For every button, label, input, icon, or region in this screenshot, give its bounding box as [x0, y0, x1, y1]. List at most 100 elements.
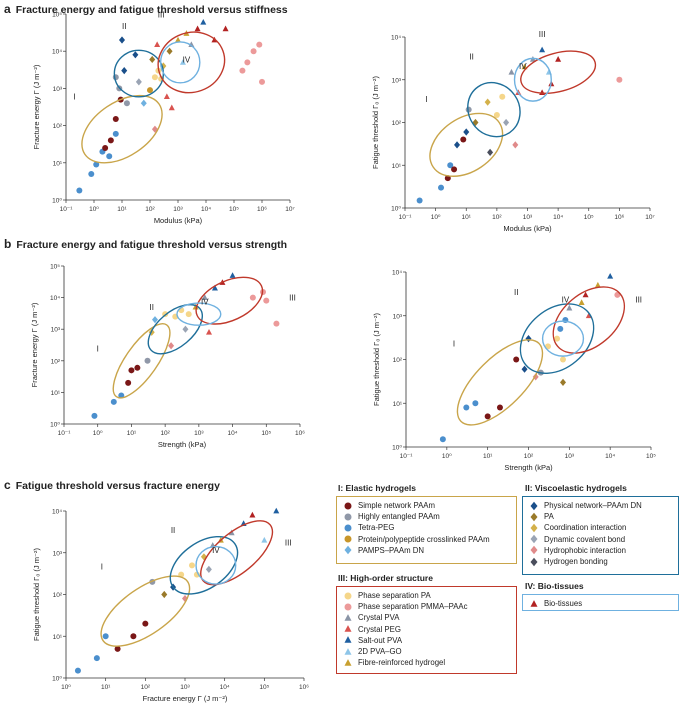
data-point-tetra	[76, 187, 83, 194]
data-point-simple	[513, 356, 520, 363]
legend-item: Hydrophobic interaction	[529, 545, 672, 556]
x-tick-label: 10³	[194, 430, 204, 437]
legend-bio-items: Bio-tissues	[529, 598, 672, 609]
data-point-simple	[128, 367, 135, 374]
triangle-marker	[344, 625, 352, 632]
region-I-label: I	[425, 95, 427, 104]
data-point-tetra	[439, 436, 446, 443]
legend-elastic-title: I: Elastic hydrogels	[338, 483, 416, 493]
data-point-phasepa	[499, 93, 506, 100]
data-point-pmma	[239, 67, 246, 74]
legend-item-label: 2D PVA–GO	[358, 647, 402, 657]
data-point-simple	[142, 620, 149, 627]
legend-bio-title: IV: Bio-tissues	[525, 581, 584, 591]
data-point-physdn	[119, 36, 125, 44]
diamond-marker-icon	[344, 546, 352, 555]
y-tick-label: 10⁰	[52, 676, 62, 683]
chart-fatigue-threshold-vs-fracture-energy: 10⁰ 10¹ 10² 10³ 10⁴ 10⁵ 10⁶ 10⁰ 10¹ 10² 10³ 10⁴ Frac…	[32, 507, 309, 703]
y-tick-label: 10⁴	[392, 270, 402, 277]
data-point-phasepa	[554, 335, 561, 342]
y-tick-label: 10²	[393, 357, 403, 364]
data-point-tetra	[463, 404, 470, 411]
circle-marker	[344, 535, 352, 543]
legend-item: Salt-out PVA	[343, 635, 510, 646]
x-tick-label: 10³	[180, 684, 190, 691]
x-tick-label: 10⁻¹	[60, 206, 74, 213]
data-point-saltout	[211, 284, 218, 291]
region-II-label: II	[122, 22, 126, 31]
data-point-simple	[102, 144, 109, 151]
y-tick-label: 10⁰	[52, 198, 62, 205]
legend-item: Simple network PAAm	[343, 500, 510, 511]
y-tick-label: 10¹	[393, 401, 403, 408]
data-point-pa	[149, 55, 156, 64]
panel-c-letter: c	[4, 478, 11, 492]
circle-marker	[344, 592, 352, 600]
legend-item: Highly entangled PAAm	[343, 511, 510, 522]
data-point-simple	[484, 413, 491, 420]
data-point-phasepa	[188, 562, 195, 569]
y-tick-label: 10²	[53, 592, 63, 599]
legend-item: Phase separation PMMA–PAAc	[343, 601, 510, 612]
y-tick-label: 10³	[393, 313, 403, 320]
x-tick-label: 10⁰	[442, 453, 452, 460]
x-tick-label: 10⁻¹	[58, 430, 72, 437]
diamond-marker	[530, 546, 538, 555]
data-point-crystalpeg	[206, 328, 213, 335]
data-point-tetra	[102, 633, 109, 640]
x-tick-label: 10²	[492, 214, 502, 221]
x-tick-label: 10⁷	[645, 214, 655, 221]
legend-item-label: Phase separation PA	[358, 591, 431, 601]
region-IV-ellipse	[513, 57, 552, 102]
legend-item: Physical network–PAAm DN	[529, 500, 672, 511]
x-tick-label: 10⁰	[431, 214, 441, 221]
x-tick-label: 10⁷	[285, 206, 295, 213]
y-tick-label: 10⁴	[52, 509, 62, 516]
region-III-ellipse	[200, 520, 274, 586]
region-IV-label: IV	[201, 298, 209, 307]
data-point-simple	[496, 404, 503, 411]
data-point-tetra	[93, 161, 100, 168]
data-point-physdn	[525, 335, 532, 343]
data-point-tetra	[447, 162, 454, 169]
data-point-hydrophobic	[512, 141, 519, 149]
data-point-phasepa	[493, 111, 500, 118]
legend-item-label: Physical network–PAAm DN	[544, 501, 642, 511]
data-point-tetra	[557, 325, 564, 332]
region-I-ellipse	[429, 112, 504, 177]
x-axis-label: Strength (kPa)	[504, 463, 553, 472]
panel-a-heading: Fracture energy and fatigue threshold ve…	[15, 4, 288, 16]
data-point-coord	[484, 98, 491, 106]
x-tick-label: 10⁻¹	[400, 453, 414, 460]
y-tick-label: 10⁵	[50, 264, 60, 271]
legend-bio-box: Bio-tissues	[522, 594, 679, 611]
axis-lines	[65, 511, 304, 679]
data-point-go	[179, 59, 186, 65]
legend-item: Protein/polypeptide crosslinked PAAm	[343, 534, 510, 545]
region-III-label: III	[285, 538, 292, 547]
panel-a-letter: a	[4, 2, 11, 16]
diamond-marker-icon	[530, 512, 538, 521]
y-tick-label: 10⁰	[392, 445, 402, 452]
region-III-ellipse	[552, 286, 626, 354]
legend-highorder-title: III: High-order structure	[338, 573, 433, 583]
x-tick-label: 10⁰	[89, 206, 99, 213]
x-tick-label: 10²	[524, 453, 534, 460]
region-I-ellipse	[100, 575, 191, 647]
data-point-phasepa	[151, 74, 158, 81]
region-I-ellipse	[81, 94, 163, 164]
region-II-ellipse	[169, 535, 239, 595]
data-point-dynamic	[503, 118, 510, 127]
x-tick-label: 10¹	[101, 684, 111, 691]
data-point-phasepa	[544, 343, 551, 350]
region-IV-label: IV	[212, 546, 220, 555]
y-tick-label: 10³	[53, 86, 63, 93]
diamond-marker	[344, 546, 352, 555]
x-tick-label: 10⁴	[553, 214, 563, 221]
region-IV-ellipse	[541, 320, 585, 357]
data-point-entangled	[123, 100, 130, 107]
data-point-simple	[451, 166, 458, 173]
x-tick-label: 10⁶	[257, 206, 267, 213]
legend-item-label: Simple network PAAm	[358, 501, 435, 511]
x-tick-label: 10⁶	[299, 684, 309, 691]
